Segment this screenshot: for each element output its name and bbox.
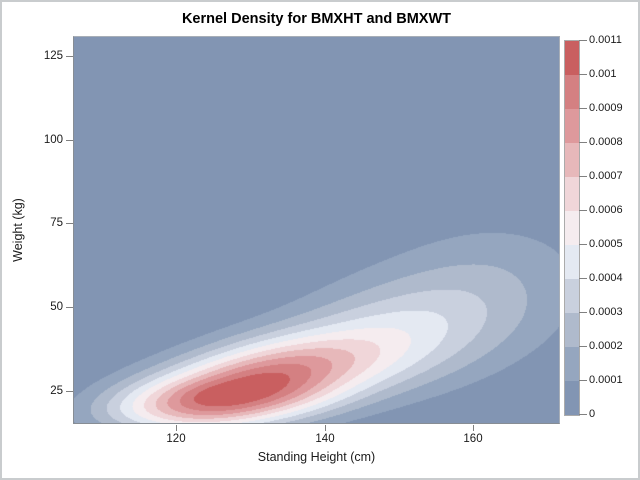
legend-color-band xyxy=(565,211,579,245)
legend-tick-mark xyxy=(579,108,587,109)
y-tick-mark xyxy=(66,56,73,57)
legend-color-band xyxy=(565,347,579,381)
legend-tick-label: 0.0003 xyxy=(589,306,623,318)
legend-color-band xyxy=(565,41,579,75)
density-contour-canvas xyxy=(74,37,559,423)
y-tick-label: 125 xyxy=(43,50,63,62)
legend-tick-mark xyxy=(579,210,587,211)
legend-tick-mark xyxy=(579,176,587,177)
x-tick-mark xyxy=(176,425,177,431)
legend-color-band xyxy=(565,143,579,177)
legend-color-band xyxy=(565,279,579,313)
legend-color-band xyxy=(565,177,579,211)
legend-color-band xyxy=(565,381,579,415)
legend-tick-mark xyxy=(579,346,587,347)
legend-tick-label: 0.0002 xyxy=(589,340,623,352)
legend-tick-label: 0.0004 xyxy=(589,272,623,284)
x-tick-mark xyxy=(325,425,326,431)
legend-tick-label: 0.0005 xyxy=(589,238,623,250)
legend-tick-label: 0.0008 xyxy=(589,136,623,148)
legend-color-band xyxy=(565,109,579,143)
legend-tick-label: 0.0007 xyxy=(589,170,623,182)
chart-title: Kernel Density for BMXHT and BMXWT xyxy=(181,11,452,27)
legend-tick-mark xyxy=(579,312,587,313)
legend-tick-mark xyxy=(579,142,587,143)
legend-color-band xyxy=(565,245,579,279)
x-tick-label: 140 xyxy=(315,433,335,445)
legend-tick-mark xyxy=(579,244,587,245)
x-tick-mark xyxy=(473,425,474,431)
density-gradient-legend xyxy=(564,40,580,416)
y-tick-mark xyxy=(66,391,73,392)
legend-color-band xyxy=(565,313,579,347)
legend-tick-mark xyxy=(579,40,587,41)
legend-tick-mark xyxy=(579,74,587,75)
legend-tick-label: 0.0001 xyxy=(589,374,623,386)
y-axis-label: Weight (kg) xyxy=(11,198,25,262)
legend-tick-mark xyxy=(579,380,587,381)
y-tick-mark xyxy=(66,140,73,141)
y-tick-mark xyxy=(66,307,73,308)
y-tick-label: 100 xyxy=(43,134,63,146)
plot-area xyxy=(73,36,560,424)
legend-color-band xyxy=(565,75,579,109)
legend-tick-mark xyxy=(579,278,587,279)
y-tick-label: 75 xyxy=(50,217,63,229)
legend-tick-label: 0.0011 xyxy=(589,34,622,46)
legend-tick-label: 0.0009 xyxy=(589,102,623,114)
legend-tick-mark xyxy=(579,414,587,415)
x-tick-label: 160 xyxy=(463,433,483,445)
x-axis-label: Standing Height (cm) xyxy=(257,450,376,464)
legend-tick-label: 0.001 xyxy=(589,68,617,80)
x-tick-label: 120 xyxy=(166,433,186,445)
legend-tick-label: 0.0006 xyxy=(589,204,623,216)
y-tick-label: 25 xyxy=(50,385,63,397)
y-tick-mark xyxy=(66,223,73,224)
y-tick-label: 50 xyxy=(50,301,63,313)
legend-tick-label: 0 xyxy=(589,408,596,420)
